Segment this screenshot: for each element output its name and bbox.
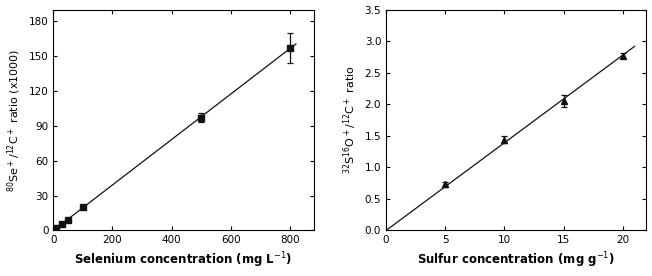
X-axis label: Sulfur concentration (mg g$^{-1}$): Sulfur concentration (mg g$^{-1}$) (417, 251, 615, 270)
Y-axis label: $^{80}$Se$^+$/$^{12}$C$^+$ ratio (x1000): $^{80}$Se$^+$/$^{12}$C$^+$ ratio (x1000) (6, 48, 23, 192)
Y-axis label: $^{32}$S$^{16}$O$^+$/$^{12}$C$^+$ ratio: $^{32}$S$^{16}$O$^+$/$^{12}$C$^+$ ratio (342, 66, 359, 174)
X-axis label: Selenium concentration (mg L$^{-1}$): Selenium concentration (mg L$^{-1}$) (74, 251, 293, 270)
